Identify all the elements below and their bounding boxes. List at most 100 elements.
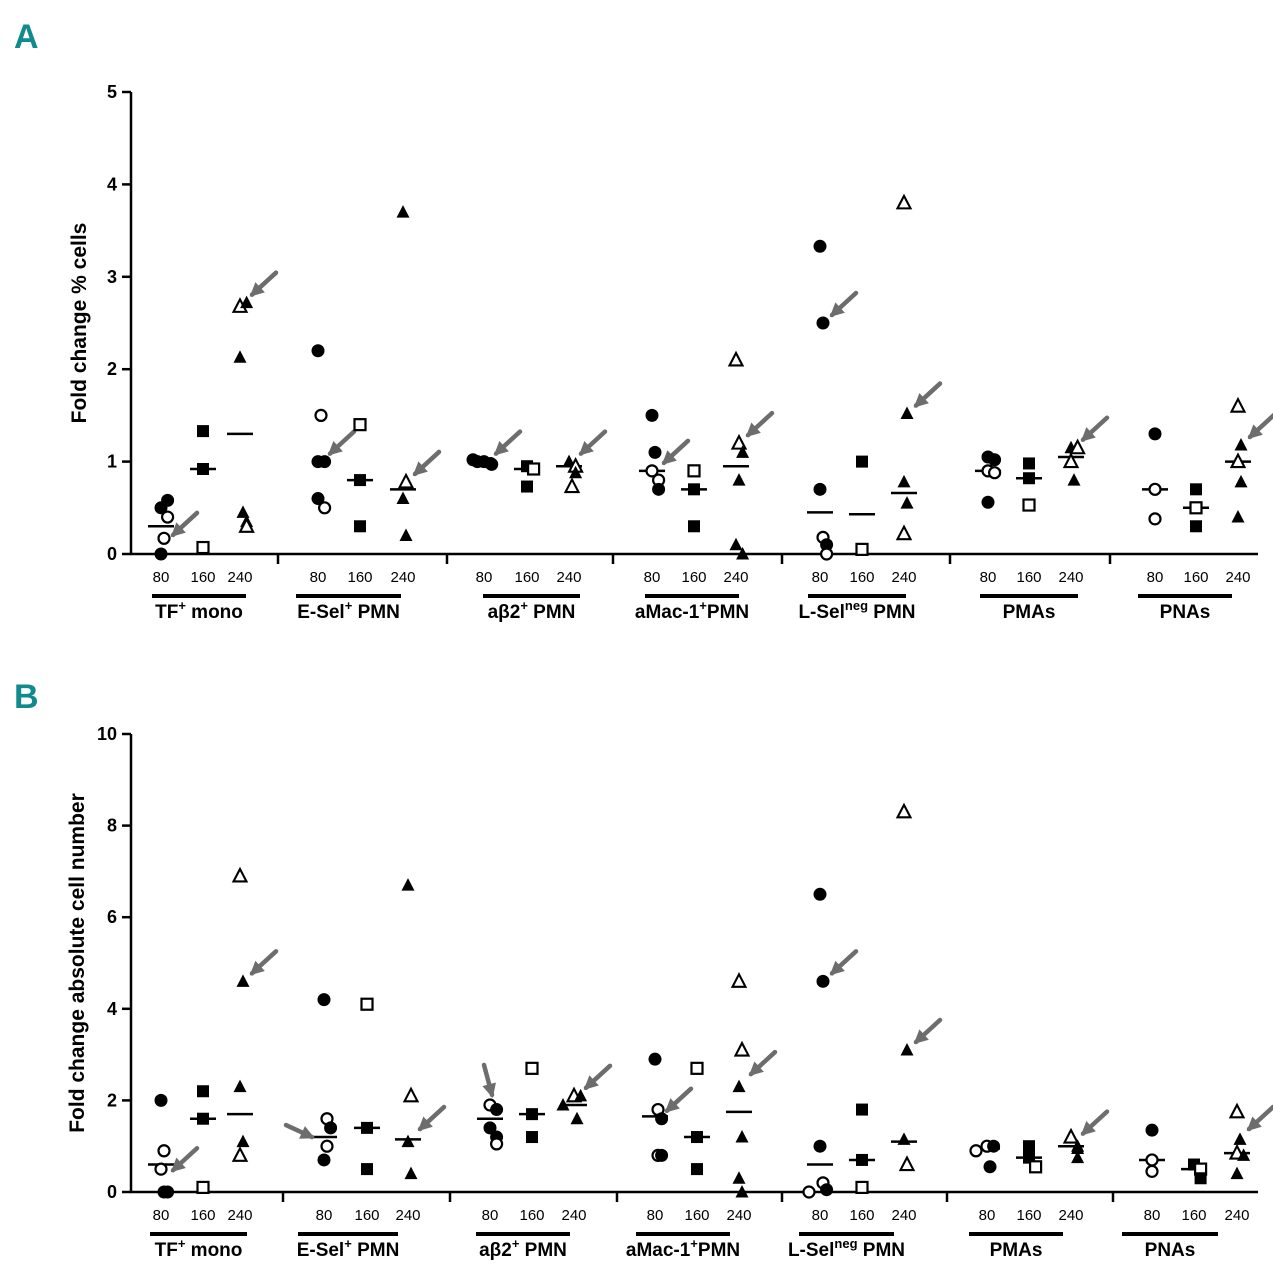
data-point xyxy=(645,408,659,422)
data-point xyxy=(820,1183,834,1197)
x-tick-label: 240 xyxy=(227,1207,252,1224)
data-point xyxy=(231,1146,249,1162)
data-point xyxy=(691,1163,703,1176)
x-tick-label: 160 xyxy=(347,569,372,586)
data-point xyxy=(987,1139,1001,1153)
x-tick-label: 160 xyxy=(681,569,706,586)
x-tick-label: 240 xyxy=(395,1207,420,1224)
data-point xyxy=(813,1139,827,1153)
data-point xyxy=(1190,520,1202,533)
data-point xyxy=(157,1144,171,1158)
x-tick-label: 160 xyxy=(684,1207,709,1224)
group-label-sup: + xyxy=(344,1236,352,1251)
group-label-name: PNAs xyxy=(1160,602,1211,623)
data-point xyxy=(735,1185,749,1198)
data-point xyxy=(897,474,911,488)
group-label-sup: + xyxy=(520,598,528,613)
data-point xyxy=(526,1131,538,1144)
x-tick-label: 80 xyxy=(316,1207,333,1224)
data-point xyxy=(320,1139,334,1153)
pointer-arrow xyxy=(664,1086,694,1113)
group-label: E-Sel+ PMN xyxy=(297,598,400,623)
group-label-suffix: PMN xyxy=(698,1240,740,1261)
group-6: PNAs 80 160 240 xyxy=(1122,1102,1273,1261)
data-point xyxy=(895,524,913,541)
series-240: 240 xyxy=(227,866,279,1224)
data-point xyxy=(1023,457,1035,470)
series-160: 160 xyxy=(1016,1140,1043,1224)
panel-letter: B xyxy=(14,678,39,716)
arrow-head xyxy=(1080,1121,1096,1136)
data-point xyxy=(1145,1164,1159,1178)
x-tick-label: 80 xyxy=(647,1207,664,1224)
arrow-head xyxy=(327,441,343,456)
data-point xyxy=(1234,437,1248,451)
y-axis-label: Fold change % cells xyxy=(68,223,91,424)
group-2: aβ2+ PMN 80 160 240 xyxy=(476,1061,613,1261)
data-point xyxy=(197,1085,209,1098)
series-80: 80 xyxy=(1139,1123,1165,1224)
arrow-head xyxy=(1246,1116,1262,1132)
data-point xyxy=(238,517,255,533)
data-point xyxy=(490,1137,504,1151)
pointer-arrow xyxy=(249,949,279,976)
group-1: E-Sel+ PMN 80 160 240 xyxy=(283,878,447,1261)
arrow-head xyxy=(583,1075,599,1090)
data-point xyxy=(898,1155,916,1172)
arrow-head xyxy=(412,461,428,476)
data-point xyxy=(570,1111,584,1125)
data-point xyxy=(1148,482,1162,496)
x-tick-label: 160 xyxy=(1183,569,1208,586)
data-point xyxy=(317,1153,331,1167)
series-160: 160 xyxy=(1181,1158,1208,1224)
pointer-arrow xyxy=(417,1104,447,1132)
group-label: aMac-1+PMN xyxy=(635,598,749,623)
group-5: PMAs 80 160 240 xyxy=(969,1109,1110,1261)
group-label: PNAs xyxy=(1145,1240,1196,1261)
y-tick-label: 0 xyxy=(107,544,117,564)
data-point xyxy=(521,480,533,493)
data-point xyxy=(687,464,701,478)
data-point xyxy=(404,1166,418,1180)
group-label-name: TF xyxy=(155,602,178,623)
x-tick-label: 80 xyxy=(153,569,170,586)
data-point xyxy=(311,492,325,506)
group-label-suffix: PMN xyxy=(868,602,916,623)
data-point xyxy=(361,1163,373,1176)
data-point xyxy=(733,1040,751,1057)
data-point xyxy=(197,462,209,475)
series-80: 80 xyxy=(310,344,357,586)
group-label-sup: neg xyxy=(845,598,868,613)
pointer-arrow xyxy=(1246,1104,1273,1132)
x-tick-label: 160 xyxy=(190,1207,215,1224)
arrow-head xyxy=(170,522,186,537)
pointer-arrow xyxy=(283,1122,315,1140)
series-240: 240 xyxy=(556,429,608,586)
panel-b: B 0 2 4 6 8 10 Fold change absolute cell number… xyxy=(14,678,1273,1261)
y-axis-label: Fold change absolute cell number xyxy=(66,793,89,1133)
x-tick-label: 80 xyxy=(482,1207,499,1224)
pointer-arrow xyxy=(249,270,279,297)
group-label-name: aMac-1 xyxy=(635,602,700,623)
arrow-head xyxy=(913,1029,929,1045)
data-point xyxy=(396,205,410,218)
data-point xyxy=(1071,1141,1085,1154)
x-tick-label: 160 xyxy=(354,1207,379,1224)
data-point xyxy=(987,466,1002,480)
data-point xyxy=(563,477,581,494)
x-tick-label: 240 xyxy=(723,569,748,586)
data-point xyxy=(311,344,325,358)
series-160: 160 xyxy=(684,1061,710,1224)
series-160: 160 xyxy=(519,1061,545,1224)
group-label: TF+ mono xyxy=(155,598,243,623)
series-240: 240 xyxy=(1058,1109,1110,1224)
data-point xyxy=(655,1112,669,1126)
x-tick-label: 160 xyxy=(519,1207,544,1224)
data-point xyxy=(397,472,415,489)
data-point xyxy=(396,491,410,505)
y-tick-label: 0 xyxy=(107,1182,117,1202)
group-3: aMac-1+PMN 80 160 240 xyxy=(626,972,778,1261)
data-point xyxy=(574,1088,588,1102)
pointer-arrow xyxy=(829,290,859,318)
data-point xyxy=(983,1160,997,1174)
